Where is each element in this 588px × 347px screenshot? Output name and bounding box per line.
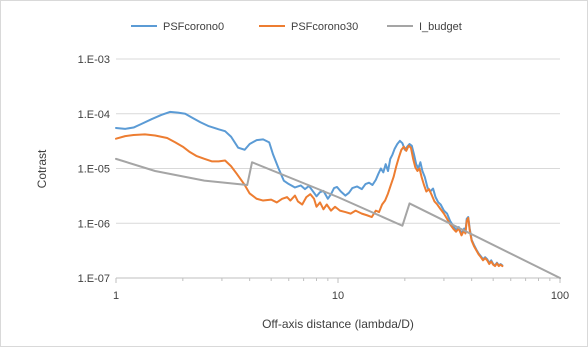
y-tick-label: 1.E-06 [78, 218, 110, 230]
series-lines [115, 110, 561, 279]
x-axis-title: Off-axis distance (lambda/D) [262, 317, 414, 331]
axes [115, 277, 561, 283]
legend-label: I_budget [419, 21, 462, 33]
y-axis-title: Cotrast [35, 149, 49, 188]
y-tick-label: 1.E-07 [78, 273, 110, 285]
y-tick-label: 1.E-03 [78, 54, 110, 66]
x-tick-label: 100 [551, 290, 569, 302]
series-line-0 [115, 110, 504, 267]
x-tick-label: 1 [113, 290, 119, 302]
y-tick-label: 1.E-05 [78, 164, 110, 176]
gridlines [116, 58, 560, 224]
legend: PSFcorono0 PSFcorono30 I_budget [131, 21, 462, 33]
x-tick-label: 10 [332, 290, 344, 302]
legend-label: PSFcorono30 [291, 21, 358, 33]
y-tick-label: 1.E-04 [78, 109, 110, 121]
tick-labels: 1.E-07 1.E-06 1.E-05 1.E-04 1.E-03 1 10 100 [78, 54, 570, 302]
legend-label: PSFcorono0 [163, 21, 224, 33]
series-line-2 [115, 157, 561, 279]
series-line-1 [115, 133, 504, 268]
